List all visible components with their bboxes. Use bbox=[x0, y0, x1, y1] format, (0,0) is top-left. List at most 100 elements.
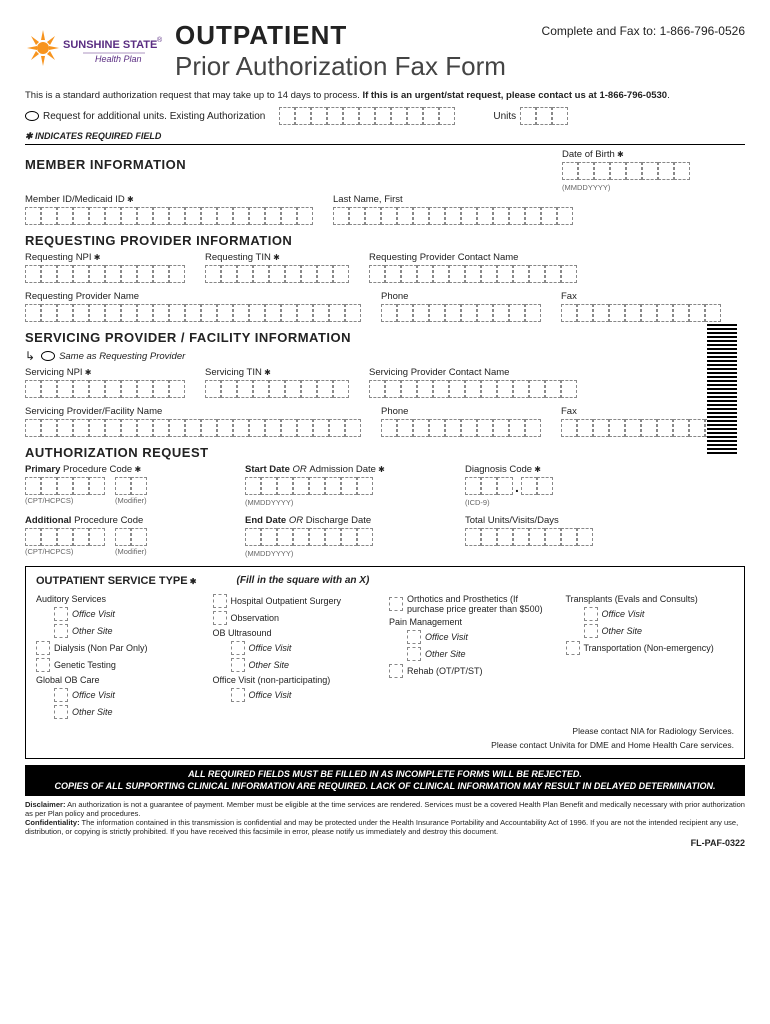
service-type-title: OUTPATIENT SERVICE TYPE bbox=[36, 575, 197, 587]
disclaimer-text: Disclaimer: An authorization is not a gu… bbox=[25, 800, 745, 836]
add-mod-boxes[interactable] bbox=[115, 528, 147, 546]
req-contact-label: Requesting Provider Contact Name bbox=[369, 252, 577, 263]
same-as-oval[interactable] bbox=[41, 351, 55, 361]
svc-tin-label: Servicing TIN bbox=[205, 367, 349, 378]
chk-auditory-other[interactable] bbox=[54, 624, 68, 638]
logo-text: SUNSHINE STATE bbox=[63, 39, 157, 51]
req-fax-boxes[interactable] bbox=[561, 304, 721, 322]
arrow-icon: ↳ bbox=[25, 349, 35, 363]
member-id-boxes[interactable] bbox=[25, 207, 313, 225]
units-label: Units bbox=[493, 111, 516, 122]
svc-col-4: Transplants (Evals and Consults) Office … bbox=[566, 591, 735, 722]
chk-rehab[interactable] bbox=[389, 664, 403, 678]
end-date-boxes[interactable] bbox=[245, 528, 445, 546]
chk-hospital[interactable] bbox=[213, 594, 227, 608]
svc-npi-boxes[interactable] bbox=[25, 380, 185, 398]
chk-obus-other[interactable] bbox=[231, 658, 245, 672]
chk-np-office[interactable] bbox=[231, 688, 245, 702]
svc-tin-boxes[interactable] bbox=[205, 380, 349, 398]
dob-boxes[interactable] bbox=[562, 162, 690, 180]
title-subtitle: Prior Authorization Fax Form bbox=[175, 51, 506, 82]
req-fax-label: Fax bbox=[561, 291, 721, 302]
add-cpt-boxes[interactable] bbox=[25, 528, 105, 546]
form-id: FL-PAF-0322 bbox=[25, 838, 745, 848]
same-as-label: Same as Requesting Provider bbox=[59, 351, 185, 362]
total-label: Total Units/Visits/Days bbox=[465, 515, 593, 526]
req-phone-boxes[interactable] bbox=[381, 304, 541, 322]
chk-dialysis[interactable] bbox=[36, 641, 50, 655]
service-type-box: OUTPATIENT SERVICE TYPE (Fill in the squ… bbox=[25, 566, 745, 759]
additional-units-row: Request for additional units. Existing A… bbox=[25, 107, 745, 125]
primary-proc-label: Primary Procedure Code bbox=[25, 464, 225, 475]
svc-col-2: Hospital Outpatient Surgery Observation … bbox=[213, 591, 382, 722]
diag1-boxes[interactable] bbox=[465, 477, 513, 495]
req-phone-label: Phone bbox=[381, 291, 541, 302]
svc-fax-boxes[interactable] bbox=[561, 419, 721, 437]
end-date-label: End Date OR Discharge Date bbox=[245, 515, 445, 526]
additional-proc-label: Additional Procedure Code bbox=[25, 515, 225, 526]
diag2-boxes[interactable] bbox=[521, 477, 553, 495]
chk-orthotics[interactable] bbox=[389, 597, 403, 611]
svc-contact-label: Servicing Provider Contact Name bbox=[369, 367, 577, 378]
svc-name-boxes[interactable] bbox=[25, 419, 361, 437]
svc-col-1: Auditory Services Office Visit Other Sit… bbox=[36, 591, 205, 722]
form-header: SUNSHINE STATE ® Health Plan OUTPATIENT … bbox=[25, 20, 745, 82]
required-field-note: ✱ INDICATES REQUIRED FIELD bbox=[25, 131, 745, 145]
title-area: OUTPATIENT Prior Authorization Fax Form … bbox=[175, 20, 745, 82]
svc-contact-boxes[interactable] bbox=[369, 380, 577, 398]
req-tin-label: Requesting TIN bbox=[205, 252, 349, 263]
barcode bbox=[707, 324, 737, 454]
intro-text: This is a standard authorization request… bbox=[25, 90, 745, 101]
dob-hint: (MMDDYYYY) bbox=[562, 183, 690, 192]
logo: SUNSHINE STATE ® Health Plan bbox=[25, 20, 175, 71]
existing-auth-boxes[interactable] bbox=[279, 107, 455, 125]
primary-mod-boxes[interactable] bbox=[115, 477, 147, 495]
chk-genetic[interactable] bbox=[36, 658, 50, 672]
req-name-label: Requesting Provider Name bbox=[25, 291, 361, 302]
chk-observation[interactable] bbox=[213, 611, 227, 625]
chk-global-other[interactable] bbox=[54, 705, 68, 719]
section-servicing-title: SERVICING PROVIDER / FACILITY INFORMATIO… bbox=[25, 330, 745, 345]
fax-instruction: Complete and Fax to: 1-866-796-0526 bbox=[542, 20, 745, 38]
member-id-label: Member ID/Medicaid ID bbox=[25, 194, 313, 205]
chk-obus-office[interactable] bbox=[231, 641, 245, 655]
additional-units-label: Request for additional units. Existing A… bbox=[43, 111, 265, 122]
last-first-boxes[interactable] bbox=[333, 207, 573, 225]
req-contact-boxes[interactable] bbox=[369, 265, 577, 283]
svc-npi-label: Servicing NPI bbox=[25, 367, 185, 378]
svc-note-2: Please contact Univita for DME and Home … bbox=[36, 740, 734, 750]
svc-note-1: Please contact NIA for Radiology Service… bbox=[36, 726, 734, 736]
service-type-instruction: (Fill in the square with an X) bbox=[237, 575, 370, 587]
rejection-warning: ALL REQUIRED FIELDS MUST BE FILLED IN AS… bbox=[25, 765, 745, 796]
svc-fax-label: Fax bbox=[561, 406, 721, 417]
chk-pain-office[interactable] bbox=[407, 630, 421, 644]
start-date-boxes[interactable] bbox=[245, 477, 445, 495]
chk-global-office[interactable] bbox=[54, 688, 68, 702]
chk-auditory-office[interactable] bbox=[54, 607, 68, 621]
total-boxes[interactable] bbox=[465, 528, 593, 546]
primary-cpt-boxes[interactable] bbox=[25, 477, 105, 495]
svc-name-label: Servicing Provider/Facility Name bbox=[25, 406, 361, 417]
req-name-boxes[interactable] bbox=[25, 304, 361, 322]
svc-phone-boxes[interactable] bbox=[381, 419, 541, 437]
start-date-label: Start Date OR Admission Date bbox=[245, 464, 445, 475]
req-npi-label: Requesting NPI bbox=[25, 252, 185, 263]
chk-trans-other[interactable] bbox=[584, 624, 598, 638]
oval-checkbox[interactable] bbox=[25, 111, 39, 121]
last-first-label: Last Name, First bbox=[333, 194, 573, 205]
req-npi-boxes[interactable] bbox=[25, 265, 185, 283]
sunshine-logo-icon: SUNSHINE STATE ® Health Plan bbox=[25, 28, 165, 68]
section-member-title: MEMBER INFORMATION bbox=[25, 157, 186, 172]
req-tin-boxes[interactable] bbox=[205, 265, 349, 283]
svg-text:®: ® bbox=[157, 36, 163, 44]
dob-label: Date of Birth bbox=[562, 149, 690, 160]
chk-transport[interactable] bbox=[566, 641, 580, 655]
diag-label: Diagnosis Code bbox=[465, 464, 553, 475]
section-auth-title: AUTHORIZATION REQUEST bbox=[25, 445, 745, 460]
title-outpatient: OUTPATIENT bbox=[175, 20, 506, 51]
chk-pain-other[interactable] bbox=[407, 647, 421, 661]
svc-col-3: Orthotics and Prosthetics (If purchase p… bbox=[389, 591, 558, 722]
chk-trans-office[interactable] bbox=[584, 607, 598, 621]
units-boxes[interactable] bbox=[520, 107, 568, 125]
section-requesting-title: REQUESTING PROVIDER INFORMATION bbox=[25, 233, 745, 248]
